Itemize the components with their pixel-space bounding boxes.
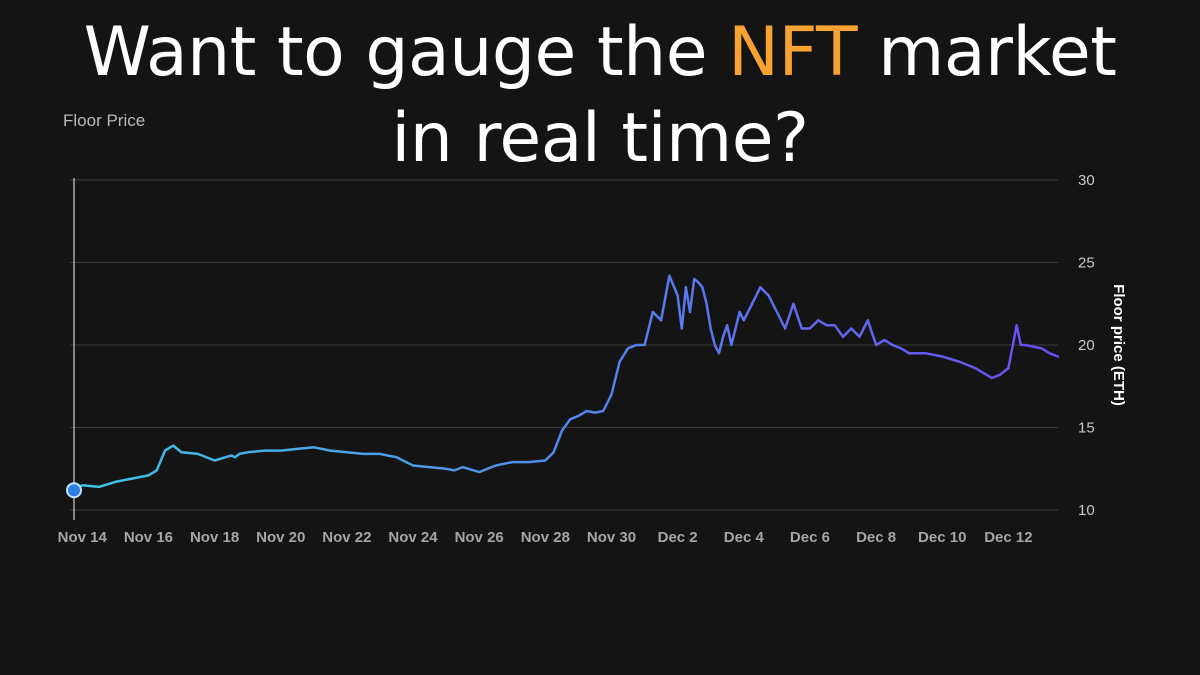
x-tick-label: Nov 20 bbox=[256, 529, 305, 546]
headline-text-start: Want to gauge the bbox=[83, 13, 729, 92]
y-tick-label-30: 30 bbox=[1078, 172, 1095, 189]
y-axis-label: Floor price (ETH) bbox=[1110, 284, 1127, 406]
x-tick-label: Nov 14 bbox=[58, 529, 108, 546]
x-tick-label: Dec 8 bbox=[856, 529, 896, 546]
y-tick-label-10: 10 bbox=[1078, 502, 1095, 519]
x-tick-label: Dec 10 bbox=[918, 529, 966, 546]
floor-price-line[interactable] bbox=[72, 274, 1060, 492]
y-tick-label-20: 20 bbox=[1078, 337, 1095, 354]
x-tick-label: Dec 2 bbox=[658, 529, 698, 546]
highlight-point[interactable] bbox=[66, 482, 82, 499]
x-tick-label: Nov 30 bbox=[587, 529, 636, 546]
headline-text-end: market bbox=[856, 13, 1117, 92]
y-tick-layer: 10 15 20 25 30 bbox=[1078, 172, 1095, 519]
x-tick-label: Nov 18 bbox=[190, 529, 239, 546]
x-tick-label: Dec 6 bbox=[790, 529, 830, 546]
x-tick-label: Dec 4 bbox=[724, 529, 765, 546]
x-tick-label: Dec 12 bbox=[984, 529, 1032, 546]
y-tick-label-15: 15 bbox=[1078, 420, 1095, 437]
x-tick-label: Nov 24 bbox=[388, 529, 438, 546]
x-tick-label: Nov 28 bbox=[521, 529, 570, 546]
headline-accent-nft: NFT bbox=[728, 13, 857, 92]
headline-line-1: Want to gauge the NFT market bbox=[0, 10, 1200, 96]
x-tick-label: Nov 22 bbox=[322, 529, 371, 546]
x-tick-label: Nov 26 bbox=[455, 529, 504, 546]
x-tick-label: Nov 16 bbox=[124, 529, 173, 546]
headline-line-2: in real time? bbox=[391, 99, 809, 178]
panel-title: Floor Price bbox=[63, 111, 146, 130]
y-tick-label-25: 25 bbox=[1078, 255, 1095, 272]
headline: Want to gauge the NFT market in real tim… bbox=[0, 10, 1200, 182]
x-tick-layer: Nov 14 Nov 16 Nov 18 Nov 20 Nov 22 Nov 24 Nov … bbox=[58, 529, 1033, 546]
